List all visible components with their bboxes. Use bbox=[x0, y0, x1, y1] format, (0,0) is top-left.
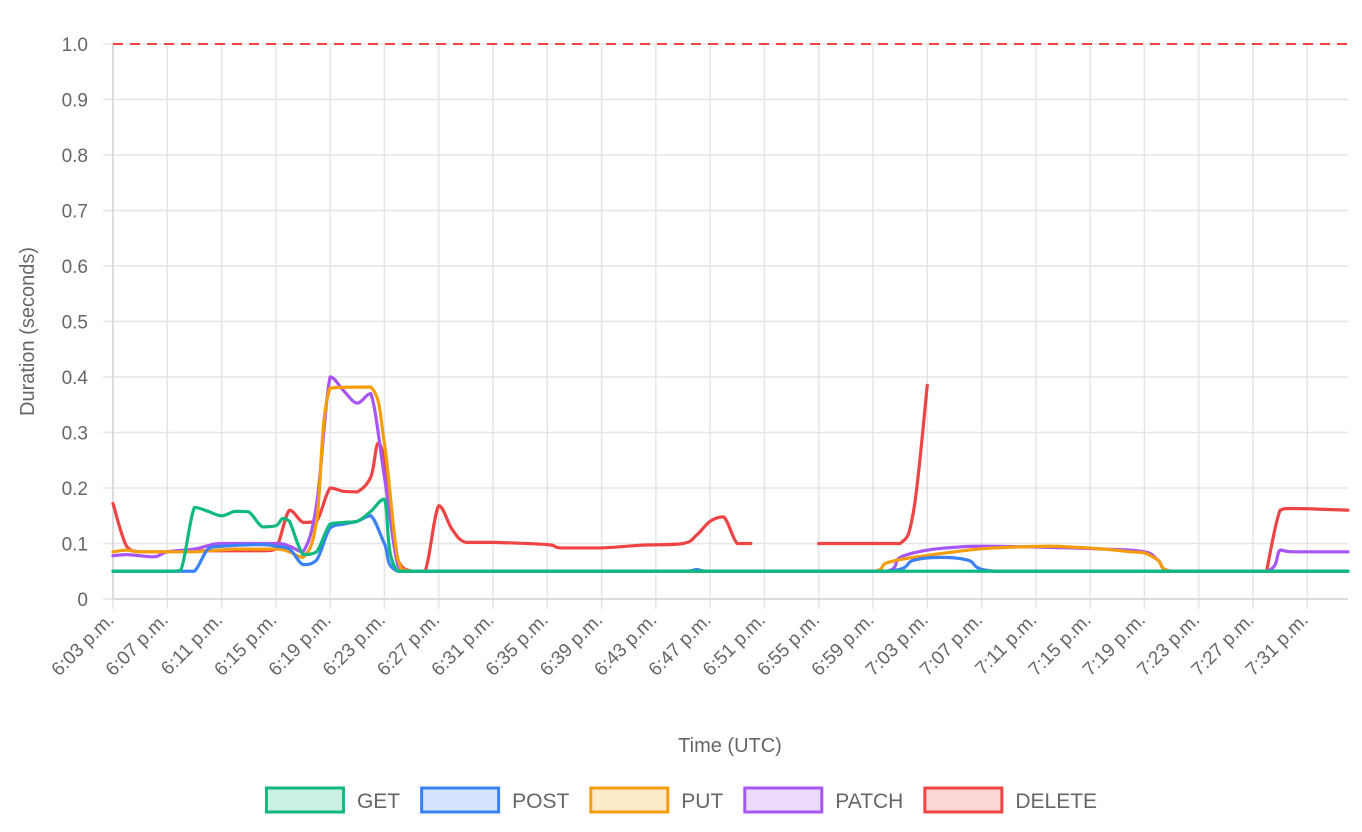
legend-label-get: GET bbox=[357, 790, 400, 813]
y-tick-label: 0.9 bbox=[62, 91, 88, 112]
y-tick-label: 0.4 bbox=[62, 368, 89, 389]
y-tick-label: 0.5 bbox=[62, 313, 88, 334]
legend-item-get[interactable]: GET bbox=[264, 786, 400, 814]
x-axis-title: Time (UTC) bbox=[678, 735, 782, 757]
legend-label-patch: PATCH bbox=[835, 790, 903, 813]
y-axis-ticks: 0 0.1 0.2 0.3 0.4 0.5 0.6 0.7 0.8 0.9 1.0 bbox=[62, 35, 89, 611]
legend-swatch-get bbox=[264, 786, 345, 814]
y-tick-label: 0.8 bbox=[62, 146, 88, 167]
legend-item-delete[interactable]: DELETE bbox=[923, 786, 1097, 814]
y-axis-title: Duration (seconds) bbox=[17, 247, 39, 416]
series-line-post bbox=[111, 514, 1350, 573]
y-tick-label: 0.7 bbox=[62, 202, 88, 223]
legend-item-put[interactable]: PUT bbox=[589, 786, 724, 814]
series-line-delete bbox=[1264, 506, 1350, 573]
legend-label-post: POST bbox=[512, 790, 569, 813]
series-layer bbox=[111, 375, 1350, 573]
legend-swatch-delete bbox=[923, 786, 1004, 814]
legend-item-post[interactable]: POST bbox=[420, 786, 570, 814]
series-line-delete bbox=[817, 383, 929, 546]
y-tick-label: 0.1 bbox=[62, 535, 88, 556]
y-tick-label: 0.3 bbox=[62, 424, 88, 445]
x-axis-ticks: 6:03 p.m.6:07 p.m.6:11 p.m.6:15 p.m.6:19… bbox=[48, 610, 1313, 681]
legend-swatch-put bbox=[589, 786, 670, 814]
series-line-get bbox=[111, 497, 1350, 573]
y-tick-label: 0.2 bbox=[62, 479, 88, 500]
legend: GET POST PUT PATCH DELETE bbox=[264, 786, 1097, 814]
y-tick-label: 1.0 bbox=[62, 35, 88, 56]
y-tick-label: 0.6 bbox=[62, 257, 88, 278]
legend-item-patch[interactable]: PATCH bbox=[743, 786, 904, 814]
legend-label-delete: DELETE bbox=[1015, 790, 1097, 813]
legend-label-put: PUT bbox=[681, 790, 723, 813]
y-tick-label: 0 bbox=[77, 590, 88, 611]
legend-swatch-post bbox=[420, 786, 501, 814]
legend-swatch-patch bbox=[743, 786, 824, 814]
